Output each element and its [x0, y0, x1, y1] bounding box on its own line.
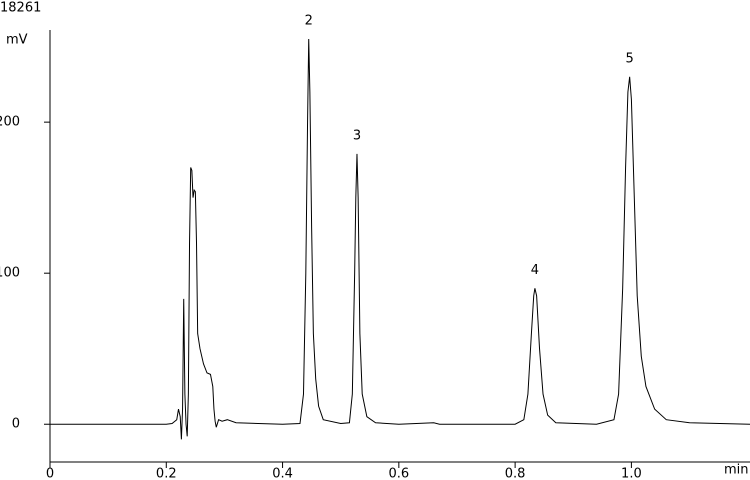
y-axis-label: mV — [6, 33, 28, 48]
x-tick-label: 0 — [46, 467, 54, 480]
y-tick-label: 100 — [0, 266, 20, 281]
trace — [50, 39, 750, 440]
x-tick-label: 1.0 — [621, 467, 642, 480]
x-tick-label: 0.6 — [388, 467, 409, 480]
y-tick-label: 200 — [0, 115, 20, 130]
peak-label: 2 — [305, 14, 313, 29]
x-tick-label: 0.2 — [156, 467, 177, 480]
x-tick-label: 0.8 — [505, 467, 526, 480]
chart-title: 18261 — [0, 1, 41, 16]
peak-label: 5 — [626, 51, 634, 66]
peak-label: 3 — [353, 128, 361, 143]
y-tick-label: 0 — [12, 417, 20, 432]
x-axis-label: min — [724, 463, 749, 478]
peak-label: 4 — [531, 263, 539, 278]
x-tick-label: 0.4 — [272, 467, 293, 480]
